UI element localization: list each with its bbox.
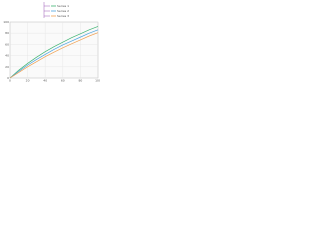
legend-bracket <box>43 2 50 18</box>
x-tick-label: 0 <box>9 79 11 83</box>
x-tick-label: 40 <box>43 79 47 83</box>
y-tick-label: 20 <box>5 65 9 69</box>
legend-label: Series 1 <box>57 4 69 8</box>
y-tick-label: 40 <box>5 54 9 58</box>
legend-label: Series 2 <box>57 9 69 13</box>
y-tick-label: 100 <box>3 20 9 24</box>
y-tick-label: 60 <box>5 42 9 46</box>
y-tick-label: 80 <box>5 31 9 35</box>
x-tick-label: 80 <box>78 79 82 83</box>
series-line <box>9 26 99 79</box>
legend-label: Series 3 <box>57 14 69 18</box>
x-tick-label: 60 <box>61 79 65 83</box>
x-tick-label: 100 <box>95 79 100 83</box>
series-line <box>9 32 99 79</box>
series-line <box>9 29 99 79</box>
legend-connector <box>43 2 50 18</box>
x-tick-label: 20 <box>26 79 30 83</box>
y-tick-label: 0 <box>7 76 9 80</box>
